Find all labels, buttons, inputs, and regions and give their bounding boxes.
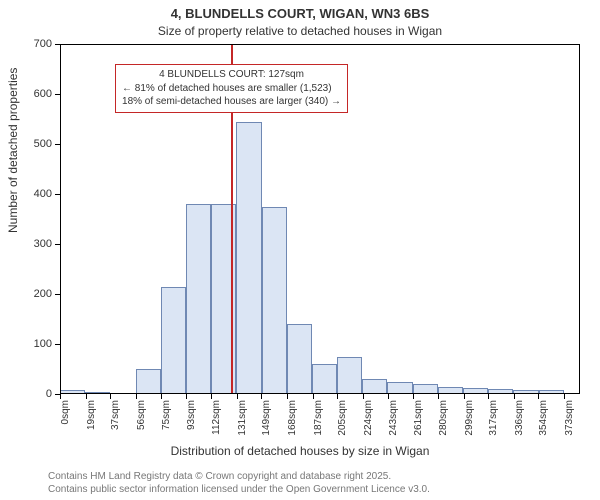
x-tick-label: 299sqm — [464, 400, 475, 436]
y-axis-label: Number of detached properties — [6, 68, 20, 233]
footer-line-1: Contains HM Land Registry data © Crown c… — [48, 471, 430, 484]
y-tick-label: 400 — [34, 188, 52, 200]
plot-border — [60, 44, 580, 394]
chart-subtitle: Size of property relative to detached ho… — [0, 24, 600, 38]
x-tick-mark — [287, 394, 288, 399]
y-tick-label: 300 — [34, 238, 52, 250]
x-tick-label: 112sqm — [211, 400, 222, 435]
x-tick-mark — [564, 394, 565, 399]
x-axis-label: Distribution of detached houses by size … — [0, 444, 600, 458]
x-tick-mark — [60, 394, 61, 399]
chart-title: 4, BLUNDELLS COURT, WIGAN, WN3 6BS — [0, 6, 600, 21]
x-tick-label: 93sqm — [186, 400, 197, 430]
plot-area: 0100200300400500600700 0sqm19sqm37sqm56s… — [60, 44, 580, 394]
x-tick-mark — [488, 394, 489, 399]
x-tick-mark — [438, 394, 439, 399]
x-tick-mark — [161, 394, 162, 399]
x-tick-label: 317sqm — [488, 400, 499, 436]
x-tick-mark — [110, 394, 111, 399]
x-tick-label: 75sqm — [161, 400, 172, 430]
x-tick-label: 261sqm — [413, 400, 424, 436]
x-tick-label: 19sqm — [86, 400, 97, 430]
x-tick-label: 131sqm — [237, 400, 248, 436]
x-tick-label: 0sqm — [60, 400, 71, 424]
y-tick-label: 500 — [34, 138, 52, 150]
x-tick-mark — [514, 394, 515, 399]
x-tick-label: 205sqm — [337, 400, 348, 436]
x-tick-label: 37sqm — [110, 400, 121, 430]
x-tick-label: 149sqm — [261, 400, 272, 436]
x-tick-label: 224sqm — [363, 400, 374, 436]
x-tick-label: 280sqm — [438, 400, 449, 436]
x-tick-label: 336sqm — [514, 400, 525, 436]
x-tick-mark — [538, 394, 539, 399]
x-tick-mark — [363, 394, 364, 399]
x-tick-label: 354sqm — [538, 400, 549, 436]
x-tick-label: 373sqm — [564, 400, 575, 436]
y-tick-label: 0 — [46, 388, 52, 400]
y-tick-label: 700 — [34, 38, 52, 50]
y-tick-label: 600 — [34, 88, 52, 100]
x-tick-mark — [413, 394, 414, 399]
x-tick-mark — [237, 394, 238, 399]
x-tick-mark — [313, 394, 314, 399]
footer-line-2: Contains public sector information licen… — [48, 484, 430, 497]
x-tick-label: 168sqm — [287, 400, 298, 436]
y-tick-label: 200 — [34, 288, 52, 300]
x-tick-mark — [186, 394, 187, 399]
x-tick-mark — [261, 394, 262, 399]
x-tick-label: 56sqm — [136, 400, 147, 430]
x-tick-mark — [464, 394, 465, 399]
attribution-footer: Contains HM Land Registry data © Crown c… — [48, 471, 430, 496]
x-tick-mark — [337, 394, 338, 399]
y-tick-label: 100 — [34, 338, 52, 350]
x-tick-label: 243sqm — [388, 400, 399, 436]
x-tick-mark — [388, 394, 389, 399]
x-tick-mark — [211, 394, 212, 399]
x-tick-label: 187sqm — [313, 400, 324, 436]
x-tick-mark — [136, 394, 137, 399]
x-tick-mark — [86, 394, 87, 399]
